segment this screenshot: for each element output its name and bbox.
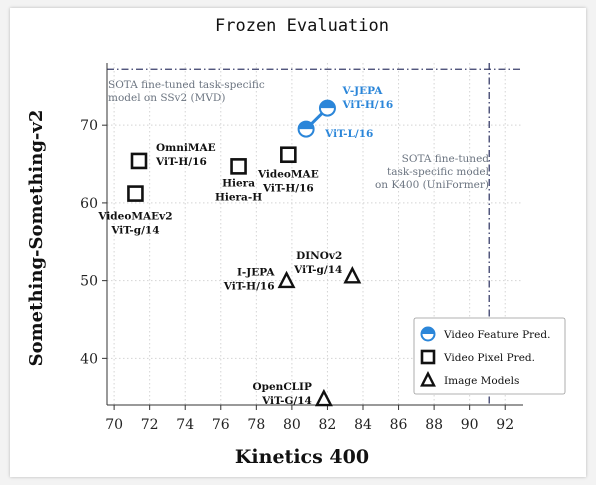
legend: Video Feature Pred. Video Pixel Pred. Imag…: [413, 317, 566, 395]
point-label: VideoMAEv2: [97, 211, 172, 223]
point-i-jepa-vit-h-16: [277, 270, 296, 289]
point-label: OmniMAE: [156, 142, 216, 154]
legend-marker-pixel: [420, 349, 436, 365]
points: [127, 99, 362, 407]
sota-k400-annotation: task-specific model: [387, 166, 490, 178]
point-label: ViT-L/16: [324, 128, 373, 140]
y-axis-label: Something-Something-v2: [26, 110, 47, 367]
point-hiera-hiera-h: [230, 158, 247, 175]
point-dinov2-vit-g-14: [343, 266, 362, 284]
sota-k400-annotation: on K400 (UniFormer): [375, 179, 489, 191]
legend-marker-feature: [420, 326, 436, 342]
point-label: VideoMAE: [257, 169, 319, 181]
x-tick-label: 80: [283, 417, 301, 433]
point-label: ViT-H/16: [155, 156, 207, 168]
y-tick-label: 60: [80, 196, 98, 212]
chart-svg: Frozen Evaluation SOTA fine-tuned task-s…: [26, 16, 566, 468]
point-labels: V-JEPA ViT-H/16 ViT-L/16 OmniMAE ViT-H/16 Vid…: [97, 85, 393, 407]
x-tick-label: 78: [247, 417, 265, 433]
y-tick-label: 50: [80, 274, 98, 290]
marker-fill: [298, 121, 314, 130]
x-tick-label: 86: [390, 417, 408, 433]
x-tick-label: 74: [176, 417, 194, 433]
legend-label: Video Pixel Pred.: [443, 352, 535, 364]
point-v-jepa-vit-h-16: [318, 99, 336, 117]
sota-ssv2-annotation: SOTA fine-tuned task-specific: [108, 79, 265, 91]
point-openclip-vit-g-14: [314, 388, 333, 407]
point-label: DINOv2: [296, 250, 342, 262]
point-label: ViT-H/16: [262, 183, 314, 195]
point-label: Hiera-H: [215, 191, 262, 203]
legend-label: Video Feature Pred.: [443, 329, 550, 341]
point-omnimae-vit-h-16: [130, 152, 148, 170]
sota-k400-annotation: SOTA fine-tuned: [402, 153, 490, 165]
legend-marker-image: [420, 370, 436, 387]
legend-box: [413, 317, 566, 395]
x-tick-label: 72: [141, 417, 159, 433]
point-label: OpenCLIP: [253, 381, 312, 393]
sota-ssv2-annotation: model on SSv2 (MVD): [108, 92, 225, 104]
x-tick-label: 84: [354, 417, 372, 433]
point-label: ViT-g/14: [110, 225, 159, 237]
point-label: ViT-H/16: [223, 281, 275, 293]
x-tick-label: 82: [319, 417, 337, 433]
point-label: ViT-H/16: [341, 99, 393, 111]
x-axis-label: Kinetics 400: [235, 446, 369, 468]
axes: 70 72 74 76 78 80 82 84 86 88 90 92 40 50 60 70: [80, 63, 523, 433]
marker-fill: [421, 327, 435, 334]
point-vit-l-16: [297, 120, 315, 138]
chart-card: Frozen Evaluation SOTA fine-tuned task-s…: [10, 8, 586, 477]
point-label: Hiera: [222, 177, 255, 189]
chart-title: Frozen Evaluation: [215, 16, 389, 36]
point-label: V-JEPA: [341, 85, 383, 97]
y-tick-label: 40: [80, 351, 98, 367]
x-tick-label: 70: [105, 417, 123, 433]
point-label: I-JEPA: [237, 267, 275, 279]
x-tick-label: 90: [461, 417, 479, 433]
y-tick-label: 70: [80, 118, 98, 134]
point-label: ViT-G/14: [261, 395, 312, 407]
x-tick-label: 88: [425, 417, 443, 433]
point-videomae-vit-h-16: [280, 146, 297, 164]
grid: [107, 63, 523, 405]
marker-fill: [319, 100, 335, 109]
point-videomaev2-vit-g-14: [127, 185, 144, 202]
point-label: ViT-g/14: [293, 264, 342, 276]
legend-label: Image Models: [444, 375, 519, 387]
x-tick-label: 76: [212, 417, 230, 433]
x-tick-label: 92: [496, 417, 514, 433]
